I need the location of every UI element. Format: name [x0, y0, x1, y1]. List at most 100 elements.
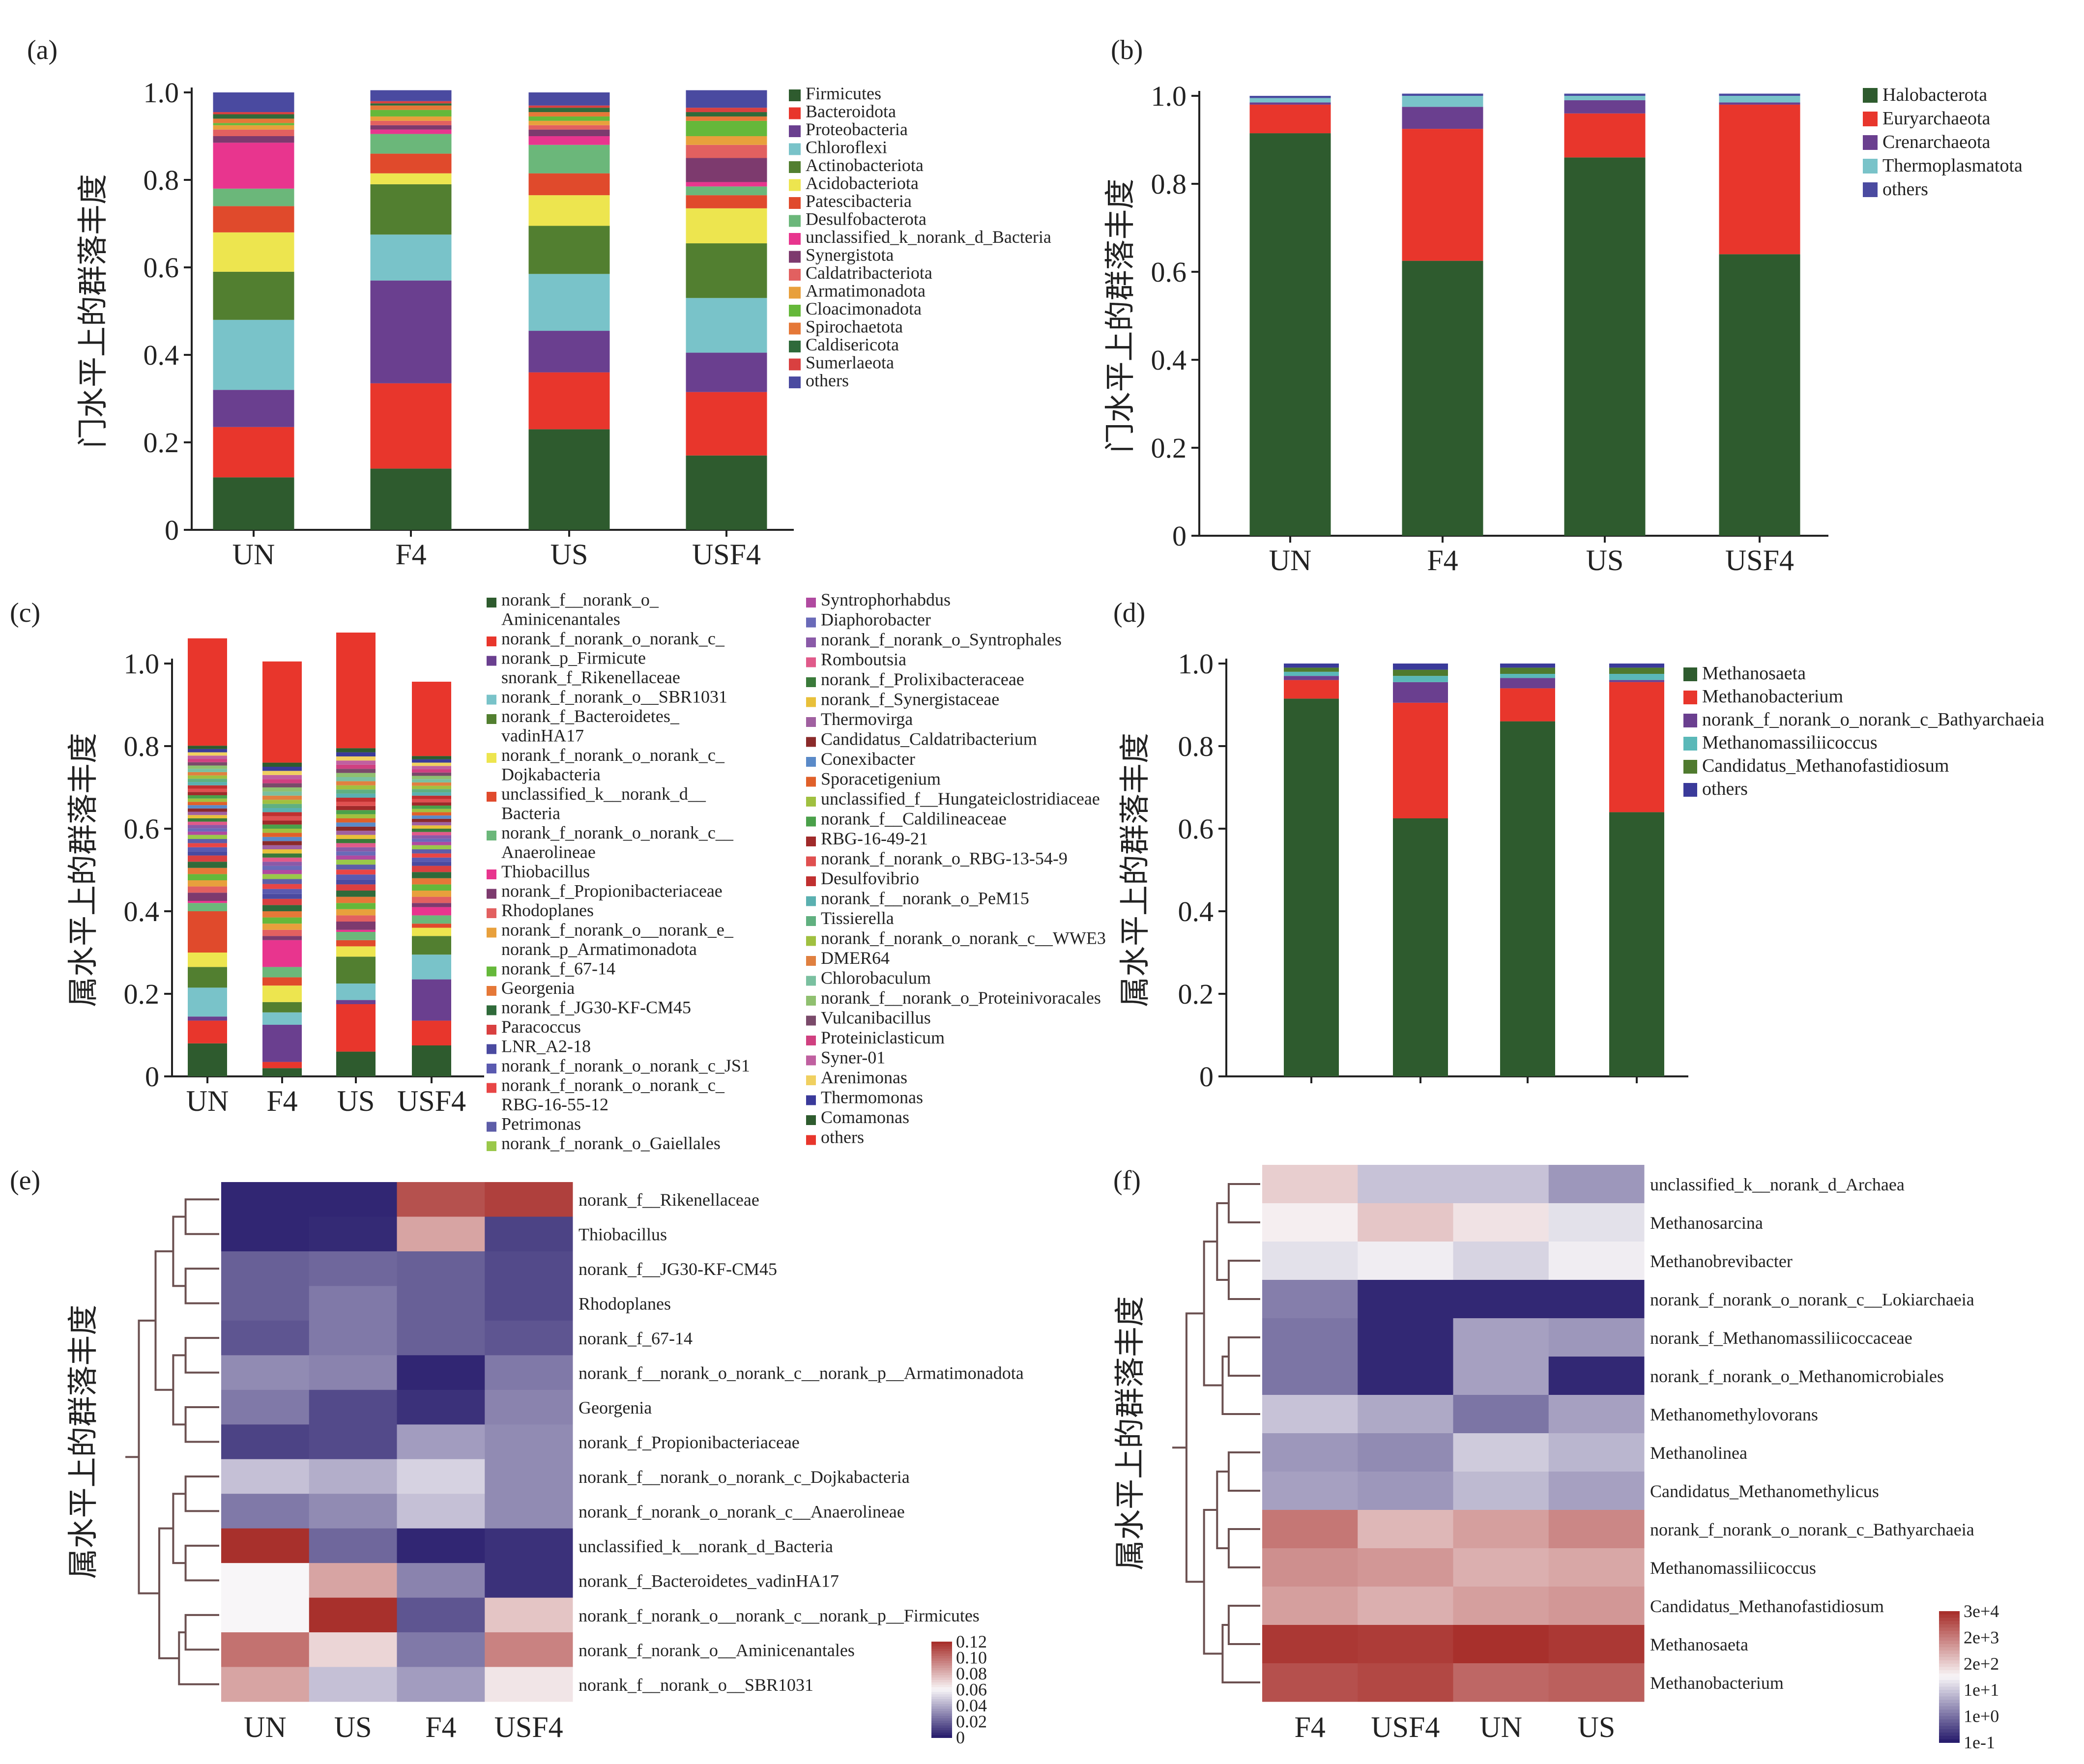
bar-segment — [262, 800, 302, 804]
bar-segment — [412, 849, 451, 854]
bar-segment — [370, 90, 452, 101]
legend-label: Thiobacillus — [501, 862, 590, 881]
legend-swatch — [806, 717, 816, 727]
bar-segment — [1249, 102, 1331, 105]
color-scale-step — [1939, 1683, 1960, 1687]
legend-label: Arenimonas — [821, 1068, 907, 1087]
y-tick-label: 0.8 — [124, 730, 160, 762]
bar-segment — [213, 92, 294, 113]
heat-cell — [1358, 1548, 1453, 1587]
heat-cell — [1453, 1203, 1549, 1242]
color-scale-step — [1939, 1739, 1960, 1743]
legend-swatch — [487, 831, 496, 840]
heat-cell — [485, 1528, 573, 1563]
y-axis-label: 属水平上的群落丰度 — [1114, 1296, 1147, 1570]
heat-cell — [1548, 1548, 1645, 1587]
legend-swatch — [487, 1064, 496, 1073]
bar-segment — [262, 808, 302, 812]
bar-segment — [262, 841, 302, 845]
legend-label: Rhodoplanes — [501, 900, 594, 920]
legend-swatch — [806, 657, 816, 667]
legend-label: norank_f_norank_o__SBR1031 — [501, 687, 727, 707]
bar-segment — [262, 898, 302, 905]
heat-cell — [1262, 1663, 1358, 1702]
heat-cell — [397, 1355, 485, 1390]
bar-segment — [412, 832, 451, 836]
legend-label: Petrimonas — [501, 1114, 581, 1134]
bar-segment — [188, 987, 227, 1017]
bar-segment — [412, 845, 451, 849]
bar-segment — [528, 195, 610, 226]
bar-segment — [213, 319, 294, 390]
legend-swatch — [789, 233, 801, 245]
bar-segment — [1609, 664, 1664, 668]
legend-label: Desulfobacterota — [806, 209, 926, 229]
color-scale-step — [1939, 1693, 1960, 1697]
bar-segment — [1284, 667, 1339, 672]
legend-swatch — [1683, 714, 1697, 727]
bar-segment — [336, 798, 376, 802]
color-scale-step — [1939, 1686, 1960, 1691]
bar-segment — [1402, 96, 1483, 107]
legend-label: norank_f_norank_o_norank_c_ — [501, 1075, 725, 1095]
bar-segment — [686, 112, 767, 116]
legend-swatch — [1683, 760, 1697, 774]
color-scale-step — [1939, 1703, 1960, 1707]
color-scale-step — [931, 1692, 952, 1695]
y-axis-label: 门水平上的群落丰度 — [1104, 178, 1137, 453]
heat-cell — [221, 1216, 310, 1252]
heat-cell — [221, 1667, 310, 1702]
heat-cell — [1453, 1625, 1549, 1664]
bar-segment — [528, 274, 610, 331]
bar-segment — [262, 853, 302, 858]
heat-cell — [1358, 1357, 1453, 1395]
bar-segment — [262, 1002, 302, 1012]
legend-swatch — [1683, 737, 1697, 751]
bar-segment — [686, 455, 767, 530]
legend-swatch — [487, 792, 496, 802]
bar-segment — [213, 143, 294, 189]
bar-segment — [412, 866, 451, 872]
bar-segment — [262, 816, 302, 821]
color-scale-step — [931, 1704, 952, 1707]
color-scale-step — [1939, 1722, 1960, 1727]
color-scale-step — [931, 1716, 952, 1719]
color-scale-step — [1939, 1618, 1960, 1622]
bar-segment — [412, 853, 451, 858]
heat-cell — [309, 1667, 397, 1702]
y-tick-label: 0.6 — [1178, 813, 1214, 845]
dendrogram — [1172, 1183, 1260, 1683]
bar-segment — [188, 911, 227, 953]
heat-cell — [1548, 1165, 1645, 1204]
bar-segment — [336, 781, 376, 785]
color-scale-step — [931, 1701, 952, 1705]
legend-label: Romboutsia — [821, 650, 906, 669]
legend-label: norank_f_norank_o_norank_c__ — [501, 823, 734, 842]
row-label: norank_f_Methanomassiliicoccaceae — [1650, 1328, 1912, 1348]
color-scale-step — [1939, 1660, 1960, 1664]
bar-segment — [213, 136, 294, 143]
row-label: unclassified_k__norank_d_Archaea — [1650, 1175, 1905, 1194]
bar-segment — [412, 772, 451, 776]
legend-swatch — [806, 976, 816, 986]
heat-cell — [1548, 1280, 1645, 1319]
color-scale-step — [1939, 1729, 1960, 1733]
legend-label: norank_f_norank_o_Gaiellales — [501, 1133, 721, 1153]
bar-segment — [262, 787, 302, 792]
y-axis-label: 属水平上的群落丰度 — [1119, 733, 1152, 1007]
heat-cell — [485, 1494, 573, 1529]
legend-label: others — [1702, 779, 1748, 799]
bar-segment — [188, 772, 227, 776]
color-scale-label: 2e+3 — [1964, 1627, 1999, 1647]
color-scale-step — [931, 1668, 952, 1671]
bar-segment — [1284, 698, 1339, 1076]
legend-label: RBG-16-49-21 — [821, 829, 928, 848]
heat-cell — [309, 1424, 397, 1460]
heat-cell — [1548, 1663, 1645, 1702]
legend-swatch — [487, 694, 496, 705]
color-scale-step — [931, 1713, 952, 1717]
bar-segment — [262, 837, 302, 841]
bar-segment — [1500, 688, 1555, 722]
legend-label: unclassified_k__norank_d__ — [501, 784, 706, 804]
bar-segment — [336, 915, 376, 922]
